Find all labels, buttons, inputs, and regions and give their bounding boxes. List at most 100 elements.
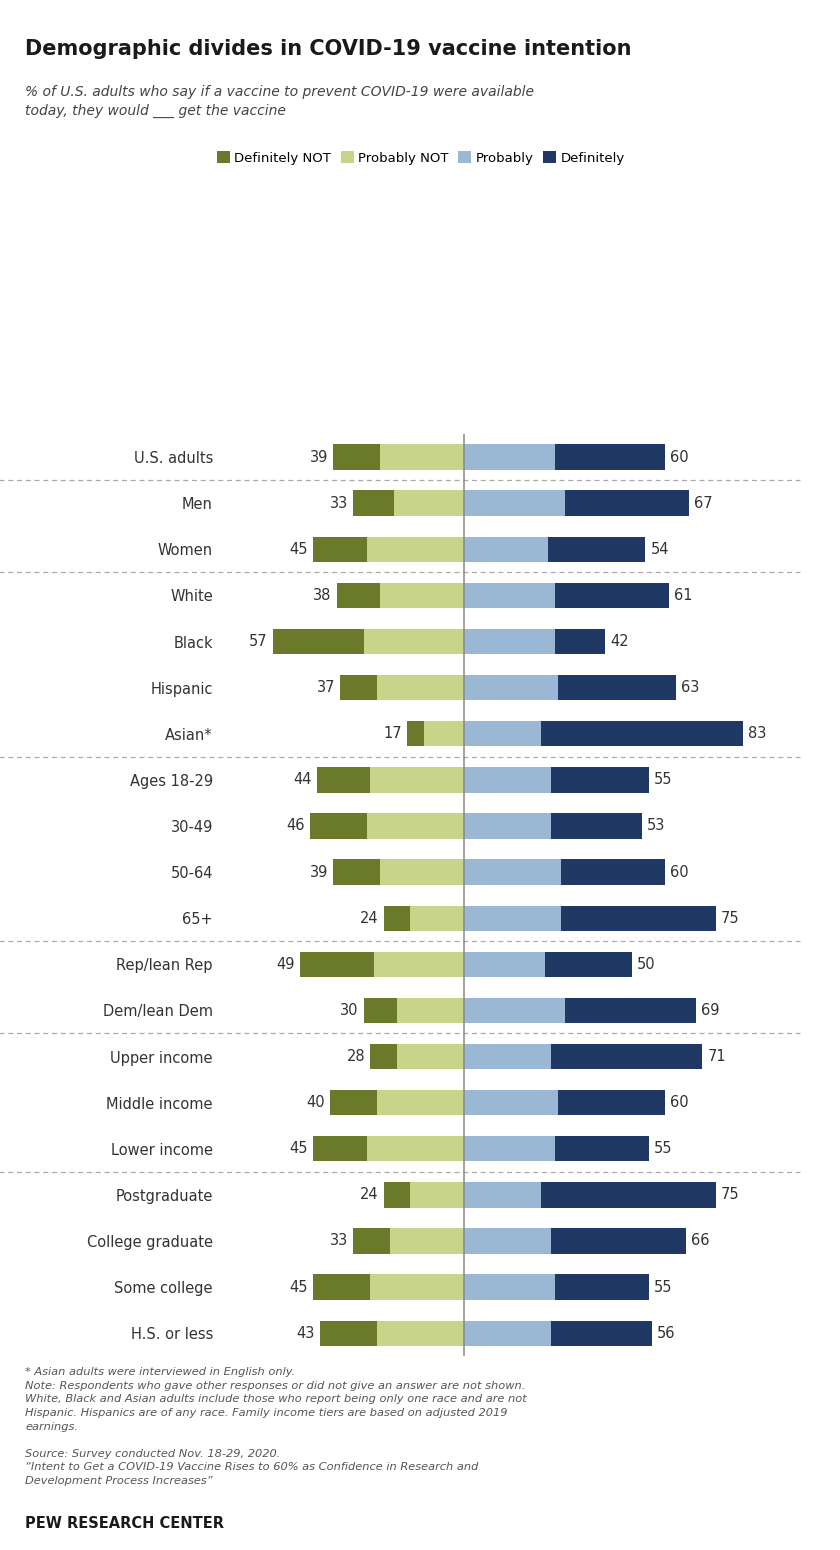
Bar	[364, 629, 465, 654]
Bar	[367, 1136, 465, 1161]
Bar	[541, 1183, 716, 1207]
Bar	[465, 767, 551, 792]
Bar	[465, 629, 554, 654]
Bar	[554, 583, 669, 608]
Bar	[313, 1274, 370, 1300]
Bar	[394, 490, 465, 516]
Bar	[554, 445, 665, 470]
Bar	[313, 536, 367, 563]
Text: 42: 42	[610, 634, 628, 649]
Bar	[384, 1183, 411, 1207]
Bar	[551, 1228, 685, 1254]
Text: 28: 28	[347, 1049, 365, 1063]
Text: 75: 75	[721, 911, 739, 925]
Text: 60: 60	[670, 865, 689, 879]
Bar	[370, 1043, 397, 1070]
Bar	[465, 490, 564, 516]
Text: % of U.S. adults who say if a vaccine to prevent COVID-19 were available
today, : % of U.S. adults who say if a vaccine to…	[25, 85, 534, 118]
Bar	[558, 674, 675, 701]
Text: 63: 63	[680, 680, 699, 694]
Bar	[354, 1228, 391, 1254]
Text: 49: 49	[276, 956, 295, 972]
Bar	[465, 952, 544, 976]
Bar	[551, 1321, 652, 1345]
Bar	[367, 536, 465, 563]
Bar	[364, 998, 397, 1023]
Bar	[424, 721, 465, 747]
Text: 39: 39	[310, 449, 328, 465]
Bar	[273, 629, 364, 654]
Bar	[465, 583, 554, 608]
Text: 17: 17	[384, 727, 402, 741]
Bar	[465, 536, 548, 563]
Bar	[300, 952, 374, 976]
Bar	[310, 814, 367, 839]
Text: 24: 24	[360, 911, 379, 925]
Bar	[554, 1136, 648, 1161]
Text: 55: 55	[654, 1280, 672, 1294]
Text: 24: 24	[360, 1187, 379, 1203]
Bar	[367, 814, 465, 839]
Text: 57: 57	[249, 634, 268, 649]
Text: 55: 55	[654, 772, 672, 787]
Bar	[465, 721, 541, 747]
Bar	[374, 952, 465, 976]
Bar	[465, 1090, 558, 1116]
Text: 60: 60	[670, 449, 689, 465]
Text: 45: 45	[290, 542, 308, 556]
Bar	[370, 1274, 465, 1300]
Bar	[411, 1183, 465, 1207]
Bar	[411, 905, 465, 932]
Legend: Definitely NOT, Probably NOT, Probably, Definitely: Definitely NOT, Probably NOT, Probably, …	[217, 152, 625, 164]
Text: 33: 33	[330, 1234, 349, 1248]
Text: 75: 75	[721, 1187, 739, 1203]
Bar	[541, 721, 743, 747]
Text: 69: 69	[701, 1003, 719, 1018]
Bar	[544, 952, 632, 976]
Text: 37: 37	[317, 680, 335, 694]
Bar	[564, 490, 689, 516]
Bar	[333, 859, 381, 885]
Text: 39: 39	[310, 865, 328, 879]
Bar	[333, 445, 381, 470]
Bar	[551, 767, 648, 792]
Text: 56: 56	[657, 1325, 675, 1341]
Bar	[320, 1321, 377, 1345]
Text: 44: 44	[293, 772, 312, 787]
Bar	[551, 814, 642, 839]
Bar	[381, 859, 465, 885]
Bar	[554, 1274, 648, 1300]
Bar	[381, 583, 465, 608]
Bar	[465, 998, 564, 1023]
Bar	[561, 905, 716, 932]
Text: 71: 71	[707, 1049, 726, 1063]
Bar	[377, 1090, 465, 1116]
Bar	[465, 1043, 551, 1070]
Bar	[370, 767, 465, 792]
Bar	[561, 859, 665, 885]
Bar	[397, 998, 465, 1023]
Bar	[465, 905, 561, 932]
Bar	[465, 859, 561, 885]
Bar	[548, 536, 645, 563]
Bar	[465, 1321, 551, 1345]
Bar	[381, 445, 465, 470]
Text: * Asian adults were interviewed in English only.
Note: Respondents who gave othe: * Asian adults were interviewed in Engli…	[25, 1367, 527, 1486]
Bar	[564, 998, 696, 1023]
Bar	[554, 629, 605, 654]
Bar	[407, 721, 424, 747]
Bar	[317, 767, 370, 792]
Text: 60: 60	[670, 1096, 689, 1110]
Text: 38: 38	[313, 587, 332, 603]
Bar	[340, 674, 377, 701]
Bar	[465, 1228, 551, 1254]
Bar	[465, 1136, 554, 1161]
Bar	[384, 905, 411, 932]
Bar	[354, 490, 394, 516]
Bar	[330, 1090, 377, 1116]
Text: 54: 54	[650, 542, 669, 556]
Bar	[465, 814, 551, 839]
Text: 61: 61	[674, 587, 692, 603]
Bar	[397, 1043, 465, 1070]
Bar	[465, 674, 558, 701]
